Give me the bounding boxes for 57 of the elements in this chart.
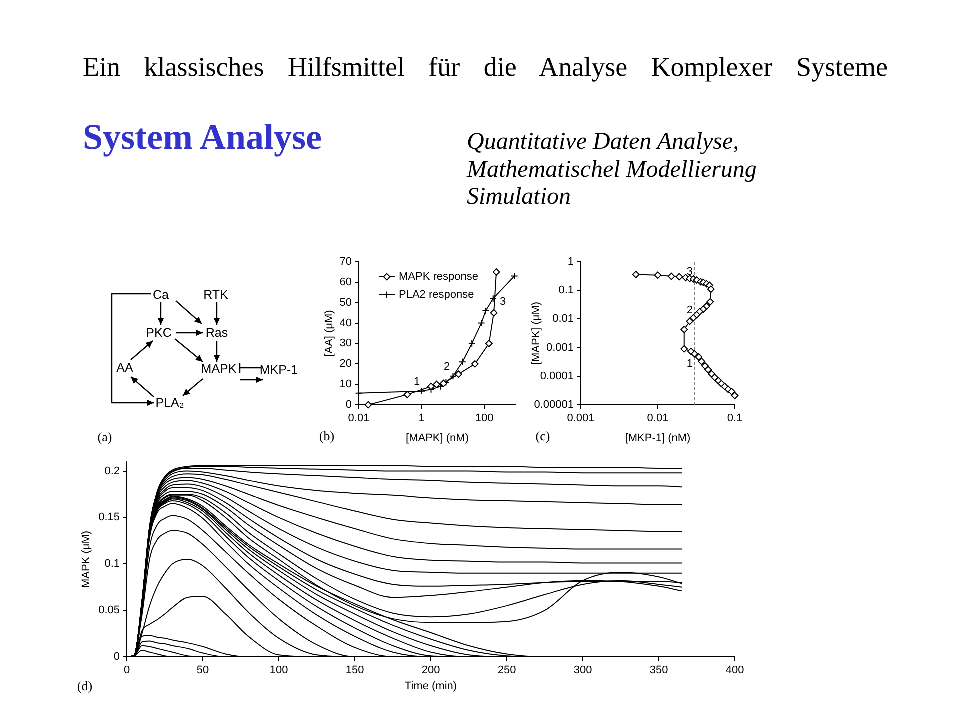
legend-label: PLA2 response bbox=[399, 289, 474, 302]
text: (d) bbox=[77, 678, 93, 694]
annotation: 1 bbox=[686, 358, 694, 370]
text: (b) bbox=[319, 428, 335, 444]
text: Simulation bbox=[467, 184, 572, 211]
y-tick-label: 10 bbox=[340, 378, 352, 391]
x-tick-label: 150 bbox=[346, 664, 364, 677]
x-tick-label: 0.01 bbox=[348, 412, 370, 425]
y-tick-label: 0.00001 bbox=[534, 399, 574, 412]
x-axis-title: [MKP-1] (nM) bbox=[625, 432, 691, 444]
x-tick-label: 1 bbox=[418, 412, 425, 425]
x-tick-label: 0.1 bbox=[727, 412, 743, 425]
y-tick-label: 0.01 bbox=[552, 313, 574, 326]
y-tick-label: 0.15 bbox=[98, 512, 120, 524]
text: MKP-1 bbox=[260, 363, 298, 377]
x-tick-label: 200 bbox=[422, 664, 440, 677]
y-tick-label: 0.0001 bbox=[540, 370, 574, 382]
text: Quantitative Daten Analyse, bbox=[467, 129, 740, 156]
y-tick-label: 0.1 bbox=[104, 558, 120, 570]
x-tick-label: 350 bbox=[650, 664, 668, 677]
x-tick-label: 250 bbox=[498, 664, 516, 677]
y-tick-label: 0.05 bbox=[98, 604, 120, 617]
x-tick-label: 0 bbox=[124, 664, 130, 677]
text: (c) bbox=[536, 428, 550, 444]
y-axis-title: [MAPK] (μM) bbox=[530, 302, 543, 366]
x-tick-label: 400 bbox=[726, 664, 744, 677]
annotation: 1 bbox=[414, 376, 420, 388]
x-tick-label: 50 bbox=[196, 664, 210, 677]
x-tick-label: 100 bbox=[270, 664, 288, 677]
y-tick-label: 1 bbox=[568, 256, 574, 268]
x-tick-label: 100 bbox=[475, 412, 494, 425]
y-tick-label: 60 bbox=[340, 276, 352, 288]
x-axis-title: [MAPK] (nM) bbox=[406, 432, 469, 444]
y-tick-label: 0 bbox=[114, 651, 120, 664]
annotation: 2 bbox=[444, 361, 450, 374]
x-tick-label: 300 bbox=[574, 664, 592, 677]
y-tick-label: 50 bbox=[340, 296, 352, 309]
y-tick-label: 0.2 bbox=[104, 465, 120, 478]
y-tick-label: 0.1 bbox=[558, 284, 574, 297]
text: Ein klassisches Hilfsmittel für die Analyse Komplexer Systeme bbox=[83, 51, 888, 83]
y-tick-label: 30 bbox=[340, 338, 352, 350]
text: Mathematischel Modellierung bbox=[467, 156, 757, 184]
text: (a) bbox=[98, 430, 112, 444]
x-tick-label: 0.001 bbox=[567, 412, 595, 425]
y-tick-label: 40 bbox=[340, 317, 352, 330]
y-tick-label: 70 bbox=[340, 256, 352, 268]
y-axis-title: MAPK (μM) bbox=[80, 530, 93, 588]
annotation: 2 bbox=[686, 304, 694, 317]
y-axis-title: [AA] (μM) bbox=[324, 310, 336, 357]
legend-label: MAPK response bbox=[399, 271, 478, 284]
y-tick-label: 0 bbox=[346, 399, 352, 412]
x-axis-title: Time (min) bbox=[404, 680, 458, 692]
y-tick-label: 0.001 bbox=[546, 342, 574, 354]
y-tick-label: 20 bbox=[340, 358, 352, 370]
text: System Analyse bbox=[83, 117, 322, 157]
x-tick-label: 0.01 bbox=[647, 412, 669, 425]
annotation: 3 bbox=[500, 296, 506, 308]
